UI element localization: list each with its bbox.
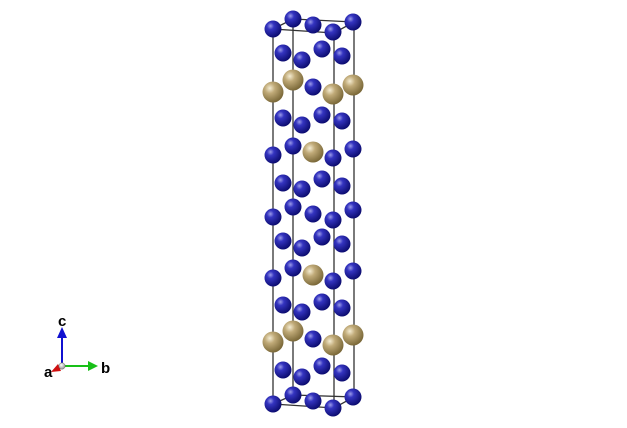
atom-blue <box>333 177 351 195</box>
atom-gold <box>282 69 304 91</box>
atom-blue <box>264 395 282 413</box>
atom-blue <box>324 23 342 41</box>
atom-blue <box>304 330 322 348</box>
atom-blue <box>324 399 342 417</box>
atom-blue <box>274 174 292 192</box>
atom-blue <box>274 361 292 379</box>
atom-gold <box>342 324 364 346</box>
atom-blue <box>264 146 282 164</box>
axis-label-a: a <box>44 364 53 381</box>
axis-origin <box>58 362 66 370</box>
atom-blue <box>293 303 311 321</box>
axis-label-b: b <box>101 360 110 377</box>
atom-blue <box>333 235 351 253</box>
atom-blue <box>304 205 322 223</box>
b-axis-arrowhead <box>88 361 98 371</box>
atom-gold <box>262 81 284 103</box>
atom-blue <box>344 201 362 219</box>
atom-blue <box>313 293 331 311</box>
atoms-layer <box>262 10 364 417</box>
c-axis-arrowhead <box>57 327 67 338</box>
atom-blue <box>344 140 362 158</box>
atom-gold <box>322 334 344 356</box>
atom-blue <box>313 228 331 246</box>
atom-blue <box>313 40 331 58</box>
atom-blue <box>304 16 322 34</box>
atom-blue <box>293 51 311 69</box>
a-axis-arrowhead <box>51 364 61 372</box>
atom-gold <box>262 331 284 353</box>
atom-blue <box>264 208 282 226</box>
atom-blue <box>344 13 362 31</box>
atom-blue <box>284 10 302 28</box>
atom-blue <box>333 299 351 317</box>
atom-blue <box>274 109 292 127</box>
atom-blue <box>274 232 292 250</box>
atom-blue <box>333 47 351 65</box>
atom-blue <box>284 137 302 155</box>
atom-blue <box>324 272 342 290</box>
atom-gold <box>302 264 324 286</box>
atom-blue <box>313 170 331 188</box>
atom-blue <box>293 180 311 198</box>
atom-blue <box>333 112 351 130</box>
atom-blue <box>313 106 331 124</box>
atom-blue <box>274 296 292 314</box>
atom-blue <box>293 116 311 134</box>
atom-blue <box>344 388 362 406</box>
atom-blue <box>264 20 282 38</box>
atom-gold <box>302 141 324 163</box>
atom-blue <box>284 386 302 404</box>
atom-blue <box>304 78 322 96</box>
atom-blue <box>324 149 342 167</box>
atom-blue <box>324 211 342 229</box>
atom-blue <box>333 364 351 382</box>
atom-blue <box>344 262 362 280</box>
atom-gold <box>282 320 304 342</box>
axis-triad: c b a <box>44 313 110 381</box>
atom-blue <box>284 259 302 277</box>
atom-blue <box>293 368 311 386</box>
atom-blue <box>284 198 302 216</box>
atom-blue <box>293 239 311 257</box>
atom-blue <box>264 269 282 287</box>
atom-gold <box>342 74 364 96</box>
atom-blue <box>304 392 322 410</box>
atom-gold <box>322 83 344 105</box>
axis-label-c: c <box>58 313 66 330</box>
atom-blue <box>274 44 292 62</box>
atom-blue <box>313 357 331 375</box>
